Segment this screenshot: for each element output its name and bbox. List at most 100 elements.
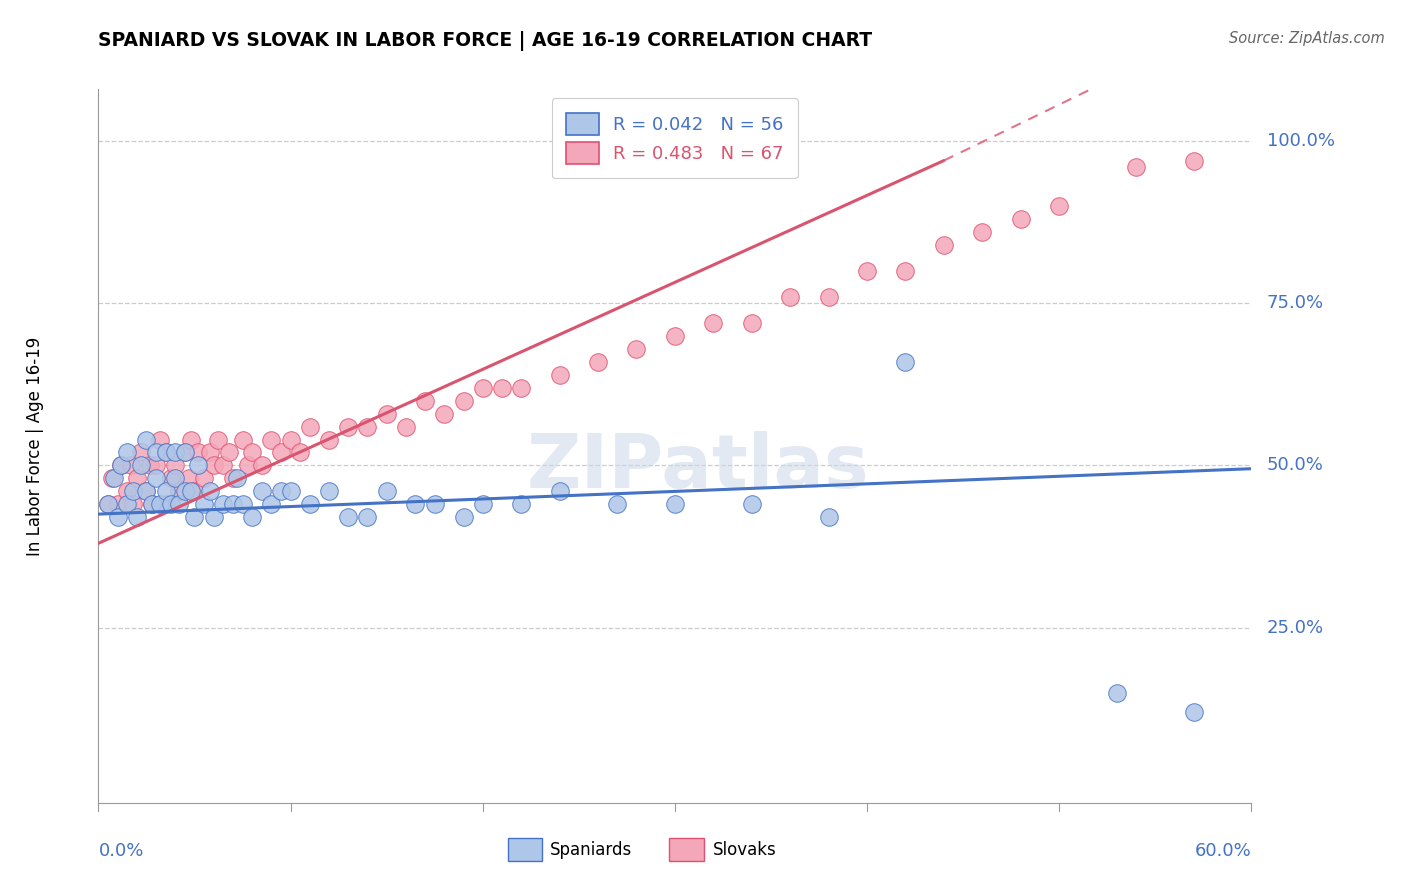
Point: [298, 497, 321, 511]
Point: [1010, 211, 1032, 226]
Point: [174, 445, 197, 459]
Point: [202, 458, 225, 473]
Point: [741, 497, 763, 511]
Point: [423, 497, 446, 511]
Point: [453, 393, 475, 408]
Point: [117, 484, 138, 499]
Point: [198, 484, 221, 499]
Point: [155, 484, 177, 499]
Point: [193, 471, 215, 485]
Point: [280, 433, 302, 447]
Point: [395, 419, 418, 434]
Point: [193, 497, 215, 511]
Text: 75.0%: 75.0%: [1267, 294, 1324, 312]
Point: [491, 381, 513, 395]
Point: [117, 497, 138, 511]
Point: [290, 445, 312, 459]
Point: [817, 290, 839, 304]
Point: [250, 458, 273, 473]
Point: [626, 342, 648, 356]
Point: [240, 510, 263, 524]
Point: [779, 290, 801, 304]
Point: [110, 458, 132, 473]
Point: [202, 510, 225, 524]
Point: [110, 458, 132, 473]
Point: [177, 471, 200, 485]
Text: 100.0%: 100.0%: [1267, 132, 1334, 150]
Point: [141, 497, 163, 511]
Point: [356, 419, 378, 434]
Text: 25.0%: 25.0%: [1267, 619, 1324, 637]
Point: [817, 510, 839, 524]
Point: [222, 471, 245, 485]
Point: [1182, 153, 1205, 168]
Point: [280, 484, 302, 499]
Point: [337, 419, 360, 434]
Point: [107, 497, 129, 511]
Point: [120, 458, 142, 473]
Point: [180, 433, 202, 447]
Point: [250, 484, 273, 499]
Point: [117, 445, 138, 459]
Point: [1047, 199, 1070, 213]
Point: [101, 471, 124, 485]
Point: [129, 445, 152, 459]
Point: [856, 264, 879, 278]
Text: ZIPatlas: ZIPatlas: [527, 431, 869, 504]
Point: [141, 497, 163, 511]
Point: [270, 484, 292, 499]
Point: [180, 484, 202, 499]
Point: [702, 316, 724, 330]
Point: [122, 497, 145, 511]
Point: [183, 510, 205, 524]
Point: [187, 458, 209, 473]
Point: [894, 354, 917, 368]
Point: [972, 225, 994, 239]
Point: [260, 497, 283, 511]
Point: [318, 433, 340, 447]
Point: [167, 484, 190, 499]
Point: [212, 458, 235, 473]
Point: [129, 458, 152, 473]
FancyBboxPatch shape: [669, 838, 704, 862]
Point: [260, 433, 283, 447]
Point: [122, 484, 145, 499]
Text: Source: ZipAtlas.com: Source: ZipAtlas.com: [1229, 31, 1385, 46]
Point: [238, 458, 260, 473]
Point: [165, 445, 187, 459]
Point: [375, 407, 398, 421]
Point: [135, 484, 157, 499]
Point: [1105, 685, 1128, 699]
Point: [231, 433, 254, 447]
Point: [125, 510, 148, 524]
Point: [270, 445, 292, 459]
Point: [155, 497, 177, 511]
Point: [240, 445, 263, 459]
Point: [356, 510, 378, 524]
Point: [894, 264, 917, 278]
Point: [160, 471, 183, 485]
Point: [433, 407, 456, 421]
Point: [510, 497, 533, 511]
Point: [183, 484, 205, 499]
Point: [453, 510, 475, 524]
Point: [97, 497, 120, 511]
Point: [413, 393, 436, 408]
Point: [165, 471, 187, 485]
Point: [471, 497, 494, 511]
Text: SPANIARD VS SLOVAK IN LABOR FORCE | AGE 16-19 CORRELATION CHART: SPANIARD VS SLOVAK IN LABOR FORCE | AGE …: [98, 31, 873, 51]
Point: [167, 497, 190, 511]
Point: [231, 497, 254, 511]
Point: [218, 445, 240, 459]
Point: [932, 238, 955, 252]
Point: [664, 497, 686, 511]
Point: [1125, 160, 1147, 174]
Point: [139, 458, 162, 473]
Text: 0.0%: 0.0%: [98, 842, 143, 860]
Point: [510, 381, 533, 395]
Point: [125, 471, 148, 485]
Point: [174, 445, 197, 459]
Point: [103, 471, 125, 485]
Point: [741, 316, 763, 330]
Point: [548, 368, 571, 382]
